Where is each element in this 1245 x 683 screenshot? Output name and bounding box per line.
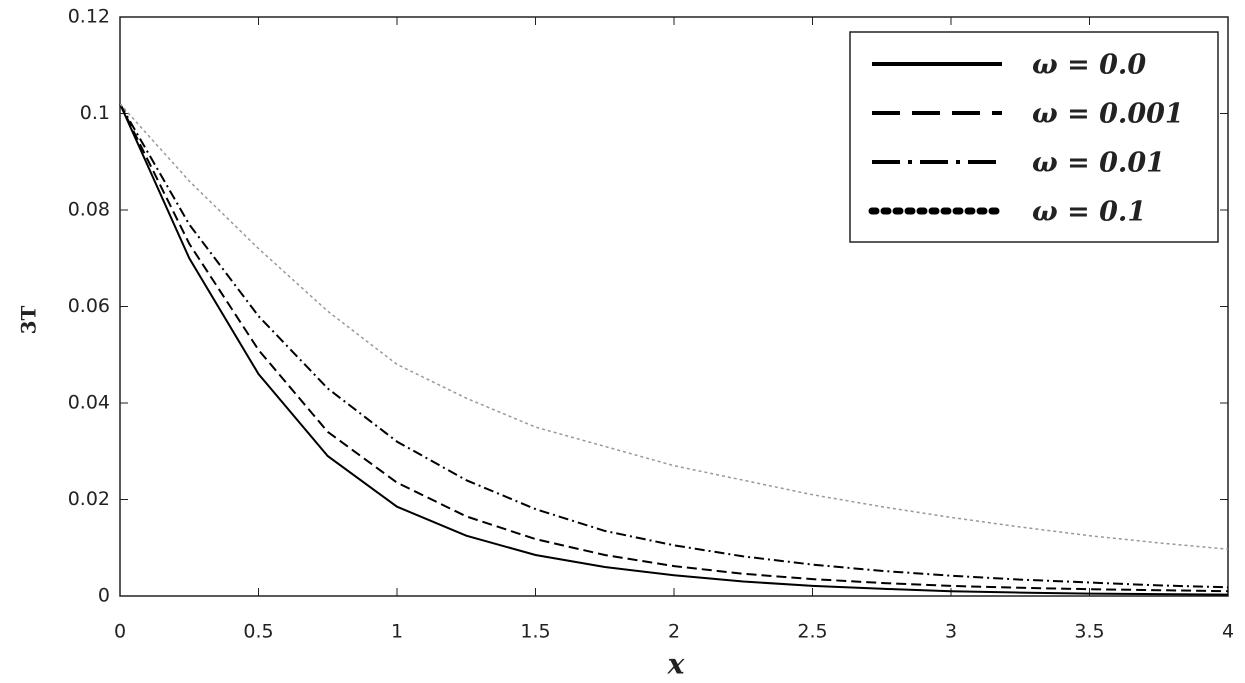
y-tick-label: 0.08 bbox=[68, 199, 110, 221]
x-tick-label: 3.5 bbox=[1074, 621, 1104, 643]
legend-label: ω = 0.1 bbox=[1032, 197, 1146, 228]
series-line bbox=[119, 103, 1229, 550]
y-axis-label: 3T bbox=[17, 305, 41, 334]
series-line bbox=[119, 103, 1229, 596]
y-tick-label: 0 bbox=[98, 585, 110, 607]
legend-label: ω = 0.001 bbox=[1032, 99, 1184, 130]
series-line bbox=[119, 103, 1229, 589]
y-tick-label: 0.02 bbox=[68, 488, 110, 510]
x-tick-label: 1.5 bbox=[520, 621, 550, 643]
y-tick-label: 0.06 bbox=[68, 295, 110, 317]
series-line bbox=[119, 103, 1229, 593]
y-tick-label: 0.12 bbox=[68, 6, 110, 28]
x-tick-label: 2 bbox=[668, 621, 680, 643]
x-tick-label: 2.5 bbox=[797, 621, 827, 643]
x-tick-label: 4 bbox=[1222, 621, 1234, 643]
x-tick-label: 3 bbox=[945, 621, 957, 643]
y-tick-label: 0.04 bbox=[68, 392, 110, 414]
x-axis-label: x bbox=[667, 648, 685, 681]
legend-label: ω = 0.01 bbox=[1032, 148, 1165, 179]
legend-label: ω = 0.0 bbox=[1032, 50, 1146, 81]
x-tick-label: 0 bbox=[114, 621, 126, 643]
x-tick-label: 0.5 bbox=[243, 621, 273, 643]
legend-box bbox=[849, 31, 1219, 243]
x-tick-label: 1 bbox=[391, 621, 403, 643]
y-tick-label: 0.1 bbox=[80, 102, 110, 124]
